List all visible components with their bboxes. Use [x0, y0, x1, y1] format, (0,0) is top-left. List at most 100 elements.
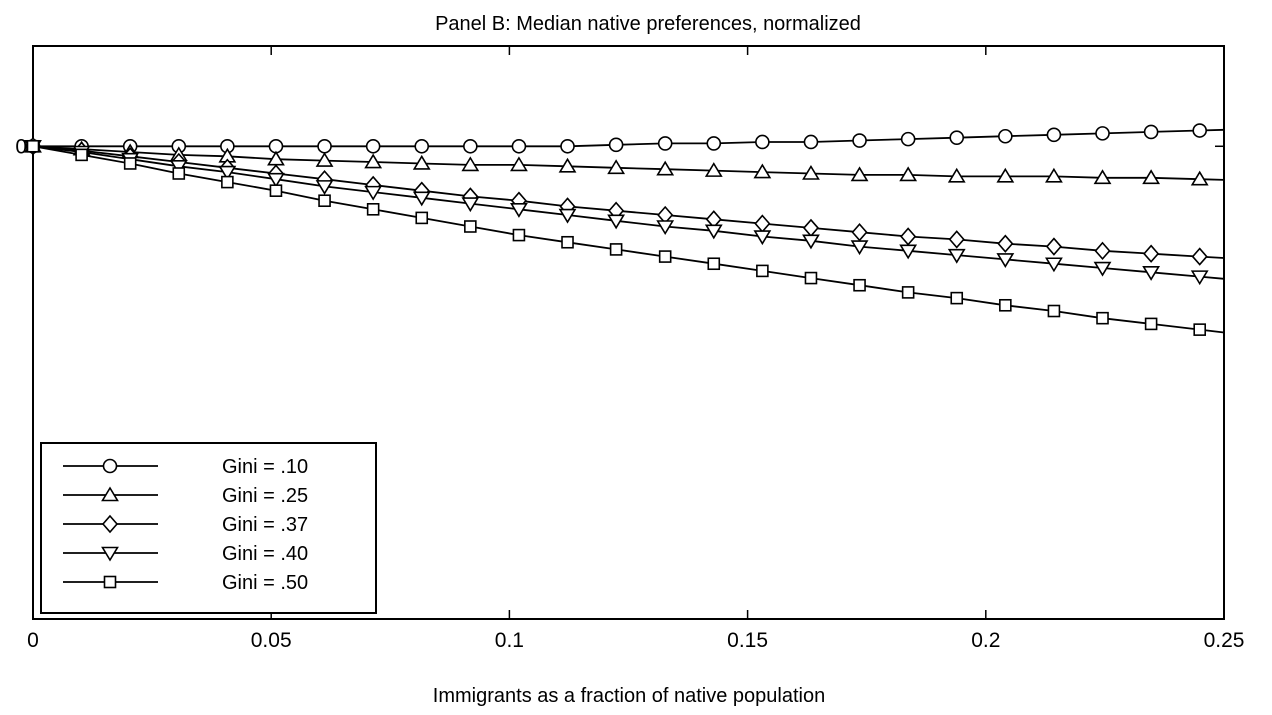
- data-point: [364, 185, 383, 201]
- series-line: [33, 128, 1225, 148]
- x-tick-label: 0.05: [251, 629, 292, 652]
- data-point: [1045, 237, 1062, 256]
- series-square: [26, 139, 1225, 336]
- data-point: [1093, 261, 1112, 277]
- legend-label: Gini = .50: [222, 572, 308, 594]
- data-point: [802, 164, 820, 180]
- data-point: [803, 134, 819, 150]
- series-layer: [24, 123, 1225, 336]
- data-point: [415, 211, 429, 225]
- data-point: [1144, 317, 1158, 331]
- data-point: [999, 298, 1012, 312]
- data-point: [1045, 167, 1063, 183]
- data-point: [221, 175, 234, 189]
- data-point: [1094, 241, 1111, 261]
- data-point: [947, 248, 966, 264]
- legend-marker: [101, 546, 119, 562]
- data-point: [853, 278, 866, 292]
- legend: Gini = .10 Gini = .25 Gini = .37 Gini = .40…: [40, 442, 377, 614]
- data-point: [901, 286, 915, 299]
- legend-item: Gini = .40: [63, 543, 308, 565]
- data-point: [755, 134, 770, 150]
- x-tick-label: 0.1: [495, 629, 524, 652]
- data-point: [949, 130, 965, 145]
- series-circle: [25, 123, 1225, 154]
- data-point: [996, 167, 1015, 183]
- x-tick-label: 0: [27, 629, 39, 652]
- data-point: [852, 133, 867, 148]
- data-point: [510, 156, 528, 172]
- data-point: [1190, 170, 1209, 186]
- data-point: [1143, 124, 1159, 140]
- data-point: [899, 244, 918, 260]
- legend-marker: [103, 575, 117, 589]
- data-point: [1192, 123, 1208, 138]
- data-point: [609, 243, 623, 256]
- series-line: [32, 145, 1225, 259]
- data-point: [950, 291, 964, 305]
- x-tick-label: 0.2: [971, 629, 1000, 652]
- data-point: [269, 184, 283, 197]
- data-point: [753, 230, 772, 246]
- data-point: [317, 138, 332, 154]
- data-point: [512, 228, 526, 242]
- data-point: [558, 208, 577, 224]
- legend-label: Gini = .25: [222, 485, 308, 507]
- data-point: [558, 157, 577, 173]
- x-axis-label: Immigrants as a fraction of native popul…: [433, 685, 825, 707]
- series-line: [32, 145, 1225, 181]
- data-point: [26, 139, 40, 153]
- ticks-layer: 0 0.05 0.1 0.15 0.2 0.25 0: [15, 46, 1244, 652]
- data-point: [899, 166, 918, 182]
- data-point: [1193, 323, 1207, 336]
- data-point: [366, 203, 380, 216]
- data-point: [414, 138, 430, 154]
- legend-marker: [101, 514, 119, 534]
- data-point: [850, 166, 869, 182]
- data-point: [412, 154, 431, 170]
- data-point: [1095, 126, 1110, 141]
- legend-item: Gini = .10: [63, 456, 308, 478]
- data-point: [169, 160, 188, 175]
- data-point: [850, 240, 869, 256]
- data-point: [658, 250, 672, 263]
- legend-marker: [102, 458, 118, 474]
- data-point: [607, 159, 626, 175]
- data-point: [1045, 257, 1063, 273]
- data-point: [656, 160, 675, 176]
- data-point: [75, 148, 88, 162]
- data-point: [608, 137, 624, 153]
- data-point: [657, 136, 673, 151]
- data-point: [461, 197, 480, 213]
- data-point: [851, 223, 868, 242]
- data-point: [948, 230, 965, 249]
- legend-item: Gini = .50: [63, 572, 308, 594]
- data-point: [1142, 266, 1161, 281]
- data-point: [707, 257, 721, 271]
- legend-box: [40, 442, 377, 614]
- series-line: [32, 145, 1225, 280]
- data-point: [318, 194, 331, 208]
- data-point: [464, 220, 477, 233]
- data-point: [561, 235, 574, 249]
- data-point: [218, 165, 237, 181]
- data-point: [364, 153, 383, 169]
- data-point: [804, 271, 818, 285]
- data-point: [706, 136, 722, 151]
- data-point: [267, 172, 285, 188]
- legend-item: Gini = .25: [63, 485, 308, 507]
- x-tick-label: 0.15: [727, 629, 768, 652]
- data-point: [412, 191, 431, 207]
- x-tick-label: 0.25: [1204, 629, 1245, 652]
- data-point: [365, 138, 381, 154]
- data-point: [704, 224, 723, 240]
- data-point: [315, 180, 334, 195]
- data-point: [461, 156, 480, 172]
- data-point: [1047, 304, 1061, 318]
- legend-label: Gini = .10: [222, 456, 308, 478]
- data-point: [1096, 311, 1109, 325]
- data-point: [900, 227, 917, 246]
- data-point: [172, 167, 186, 180]
- y-tick-label: 0: [15, 135, 27, 158]
